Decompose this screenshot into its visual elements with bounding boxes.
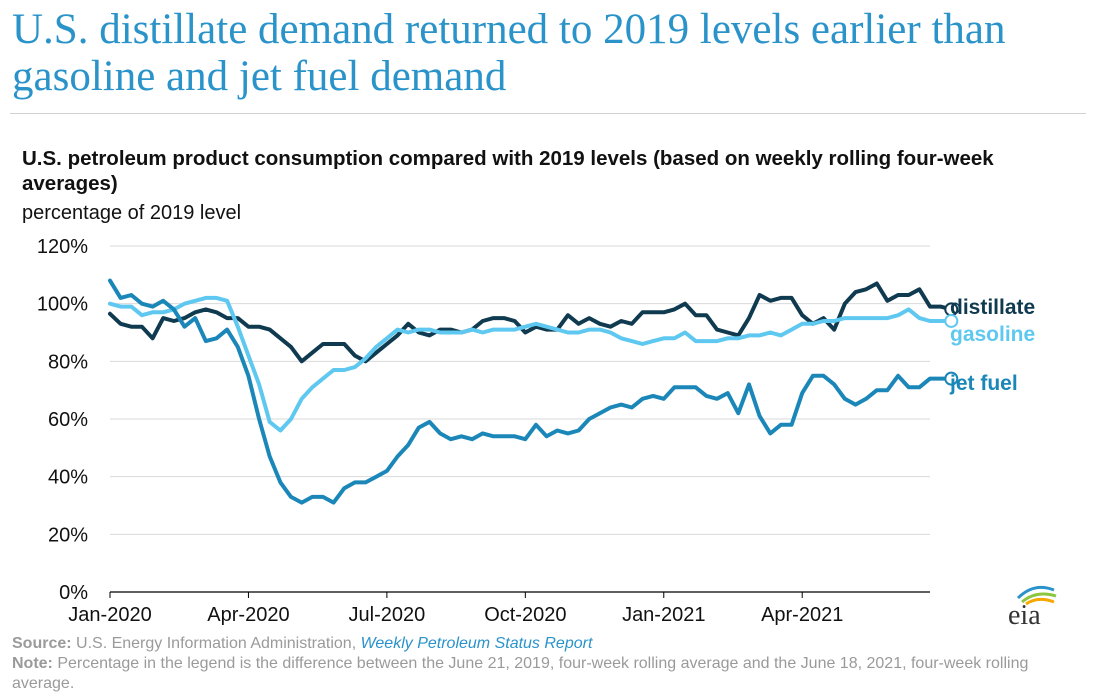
- footer: Source: U.S. Energy Information Administ…: [12, 634, 1082, 694]
- source-label: Source:: [12, 635, 72, 652]
- note-label: Note:: [12, 655, 53, 672]
- title-divider: [10, 113, 1086, 114]
- y-tick-label: 60%: [48, 409, 88, 431]
- unit-label: percentage of 2019 level: [22, 202, 242, 224]
- y-tick-label: 20%: [48, 524, 88, 546]
- x-tick-label: Jan-2020: [68, 604, 151, 626]
- source-link[interactable]: Weekly Petroleum Status Report: [360, 635, 593, 652]
- end-marker-gasoline: [944, 313, 959, 328]
- y-tick-label: 120%: [37, 236, 88, 258]
- y-tick-label: 80%: [48, 351, 88, 373]
- x-tick-label: Jul-2020: [349, 604, 426, 626]
- eia-logo-icon: eia: [1008, 585, 1057, 630]
- x-tick-label: Apr-2020: [207, 604, 289, 626]
- y-tick-label: 0%: [59, 582, 88, 604]
- x-tick-label: Jan-2021: [622, 604, 705, 626]
- source-text: U.S. Energy Information Administration,: [71, 635, 361, 652]
- legend-label-gasoline: gasoline: [950, 323, 1035, 346]
- legend-label-jet-fuel: jet fuel: [949, 372, 1018, 395]
- source-line: Source: U.S. Energy Information Administ…: [12, 634, 1082, 654]
- end-marker-jet-fuel: [944, 371, 959, 386]
- x-tick-label: Apr-2021: [761, 604, 843, 626]
- y-tick-label: 100%: [37, 294, 88, 316]
- legend-label-distillate: distillate: [950, 296, 1035, 319]
- x-tick-label: Oct-2020: [484, 604, 566, 626]
- series-line-jet-fuel: [108, 278, 954, 505]
- y-tick-label: 40%: [48, 467, 88, 489]
- note-text: Percentage in the legend is the differen…: [12, 655, 1029, 692]
- note-line: Note: Percentage in the legend is the di…: [12, 654, 1082, 694]
- eia-logo-text: eia: [1008, 600, 1041, 630]
- headline: U.S. distillate demand returned to 2019 …: [12, 6, 1006, 100]
- series-line-gasoline: [108, 295, 954, 433]
- chart-subtitle: U.S. petroleum product consumption compa…: [22, 147, 994, 195]
